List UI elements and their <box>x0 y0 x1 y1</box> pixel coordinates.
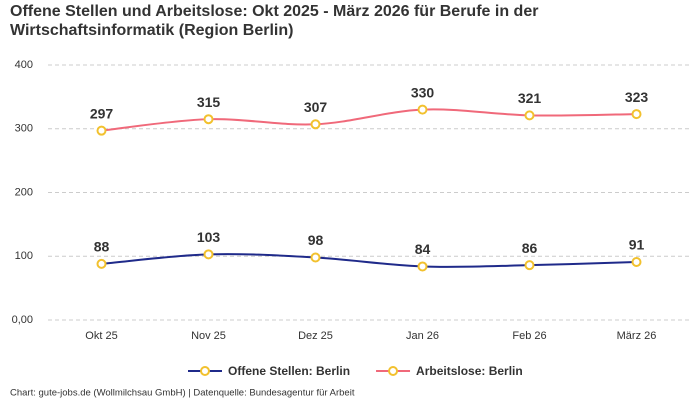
data-label: 91 <box>629 237 645 253</box>
data-label: 98 <box>308 232 324 248</box>
y-tick-label: 400 <box>15 59 33 71</box>
y-tick-label: 300 <box>15 123 33 135</box>
marker <box>96 258 107 269</box>
x-tick-label: Dez 25 <box>298 330 333 342</box>
data-label: 307 <box>304 99 328 115</box>
data-label: 86 <box>522 240 538 256</box>
marker <box>524 110 535 121</box>
x-tick-label: Feb 26 <box>512 330 546 342</box>
data-label: 297 <box>90 105 114 121</box>
marker <box>524 260 535 271</box>
data-label: 103 <box>197 229 221 245</box>
source: Chart: gute-jobs.de (Wollmilchsau GmbH) … <box>10 388 355 399</box>
marker <box>96 125 107 136</box>
y-tick-label: 0,00 <box>12 314 33 326</box>
legend-label: Arbeitslose: Berlin <box>416 364 523 378</box>
x-tick-label: Nov 25 <box>191 330 226 342</box>
y-tick-label: 200 <box>15 186 33 198</box>
chart-title: Offene Stellen und Arbeitslose: Okt 2025… <box>10 3 539 39</box>
x-tick-label: März 26 <box>617 330 657 342</box>
legend-marker <box>200 366 210 376</box>
data-label: 330 <box>411 84 435 100</box>
marker <box>631 109 642 120</box>
marker <box>203 114 214 125</box>
marker <box>417 104 428 115</box>
marker <box>203 249 214 260</box>
data-label: 315 <box>197 94 221 110</box>
x-tick-label: Okt 25 <box>85 330 117 342</box>
marker <box>310 119 321 130</box>
series-line <box>101 108 637 132</box>
x-tick-label: Jan 26 <box>406 330 439 342</box>
marker <box>417 261 428 272</box>
y-tick-label: 100 <box>15 250 33 262</box>
series-line <box>101 253 637 268</box>
data-label: 84 <box>415 241 431 257</box>
data-label: 88 <box>94 239 110 255</box>
data-label: 323 <box>625 89 649 105</box>
data-label: 321 <box>518 90 542 106</box>
marker <box>631 256 642 267</box>
legend-label: Offene Stellen: Berlin <box>228 364 350 378</box>
marker <box>310 252 321 263</box>
legend-marker <box>388 366 399 376</box>
